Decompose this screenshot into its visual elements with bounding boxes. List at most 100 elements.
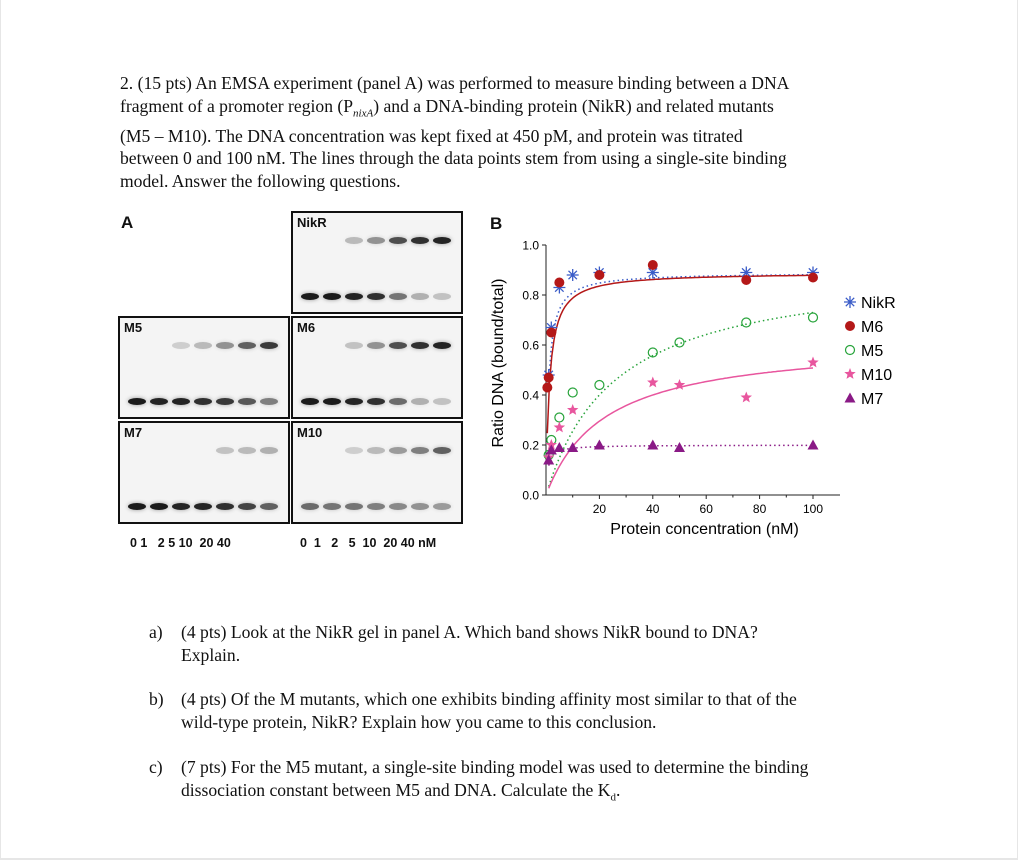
question-line: wild-type protein, NikR? Explain how you… [181, 711, 657, 732]
problem-text: fragment of a promoter region (P [120, 95, 354, 116]
gel-band [411, 503, 429, 510]
data-point-m6 [542, 382, 553, 393]
data-point-m6 [808, 272, 818, 283]
legend-label-m6: M6 [861, 319, 883, 336]
gel-band [238, 398, 256, 405]
legend-marker-m6 [845, 321, 855, 331]
gel-band [345, 398, 363, 405]
gel-band [389, 293, 407, 300]
gel-band [260, 398, 278, 405]
gel-band [389, 503, 407, 510]
y-tick-label: 0.4 [522, 389, 539, 403]
lane-labels-right: 0 1 2 5 10 20 40 nM [300, 536, 437, 550]
question-line: Explain. [181, 644, 241, 665]
gel-band [389, 447, 407, 454]
gel-band [367, 293, 385, 300]
question-line: (4 pts) Look at the NikR gel in panel A.… [181, 622, 758, 642]
x-tick-label: 80 [753, 502, 767, 516]
gel-band [216, 503, 234, 510]
fit-curve-m5 [547, 311, 814, 487]
gel-band [433, 447, 451, 454]
data-point-nikr [593, 266, 606, 279]
fit-curve-m7 [547, 444, 814, 466]
data-point-m5 [647, 347, 658, 358]
gel-label: NikR [297, 215, 327, 230]
y-tick-label: 0.0 [522, 489, 539, 503]
data-point-m7 [553, 442, 565, 452]
data-point-nikr [545, 321, 558, 334]
gel-band [260, 503, 278, 510]
gel-band [345, 447, 363, 454]
panel-b-letter: B [490, 214, 503, 233]
data-point-m5 [741, 317, 752, 328]
gel-nikr: NikR [291, 211, 463, 314]
gel-m5: M5 [118, 316, 290, 419]
data-point-m10 [673, 379, 686, 390]
kd-subscript: d [610, 791, 616, 804]
data-point-nikr [646, 266, 659, 279]
question-line: dissociation constant between M5 and DNA… [181, 779, 909, 809]
gel-band [345, 342, 363, 349]
data-point-m7 [567, 442, 579, 452]
gel-band [367, 342, 385, 349]
question-tag: c) [149, 757, 163, 777]
data-point-m6 [554, 277, 565, 288]
data-point-nikr [566, 269, 579, 281]
data-point-m7 [807, 439, 819, 450]
legend-marker-nikr [844, 296, 856, 308]
problem-line: (M5 – M10). The DNA concentration was ke… [120, 125, 743, 146]
data-point-m7 [674, 442, 685, 452]
gel-band [194, 342, 212, 349]
x-tick-label: 60 [700, 502, 714, 516]
data-point-m5 [807, 312, 819, 323]
panel-a-letter: A [121, 213, 134, 232]
data-point-m5 [567, 387, 578, 398]
data-point-m6 [546, 327, 557, 338]
gel-band [128, 398, 146, 405]
gel-band [128, 503, 146, 510]
data-point-m7 [593, 439, 605, 450]
gel-band [323, 503, 341, 510]
fit-curve-m10 [548, 367, 814, 489]
gel-band [389, 237, 407, 244]
question-line: (7 pts) For the M5 mutant, a single-site… [181, 757, 809, 777]
data-point-m10 [567, 404, 579, 415]
gel-band [345, 293, 363, 300]
question-text: (7 pts) For the M5 mutant, a single-site… [181, 756, 909, 809]
question-tag: b) [149, 689, 164, 709]
data-point-m10 [545, 439, 557, 450]
data-point-nikr [553, 281, 566, 294]
question-text-part: . [615, 779, 621, 800]
data-point-m7 [543, 454, 555, 465]
problem-line: fragment of a promoter region (PnixA) an… [120, 95, 895, 125]
data-point-m5 [546, 434, 557, 446]
gel-band [411, 342, 429, 349]
fit-curve-nikr [547, 273, 813, 384]
gel-band [411, 293, 429, 300]
gel-band [411, 398, 429, 405]
gel-band [323, 398, 341, 405]
gel-band [433, 398, 451, 405]
data-point-m5 [554, 412, 565, 423]
legend-label-m5: M5 [861, 343, 883, 360]
legend-label-nikr: NikR [861, 295, 896, 312]
gel-band [150, 503, 168, 510]
gel-band [194, 503, 212, 510]
question-tag: a) [149, 622, 163, 642]
gel-label: M7 [124, 425, 143, 440]
legend-label-m10: M10 [861, 367, 892, 384]
y-axis-label: Ratio DNA (bound/total) [490, 279, 507, 448]
data-point-nikr [740, 266, 753, 279]
data-point-nikr [807, 266, 819, 279]
problem-text: ) and a DNA-binding protein (NikR) and r… [373, 95, 774, 116]
data-point-m6 [741, 275, 752, 285]
gel-m10: M10 [291, 421, 463, 524]
page-edge-bottom [0, 858, 1018, 860]
gel-band [301, 293, 319, 300]
x-tick-label: 40 [646, 502, 660, 516]
gel-band [367, 398, 385, 405]
x-axis-label: Protein concentration (nM) [610, 521, 799, 538]
gel-band [433, 237, 451, 244]
data-point-m5 [594, 379, 605, 391]
gel-band [172, 342, 190, 349]
